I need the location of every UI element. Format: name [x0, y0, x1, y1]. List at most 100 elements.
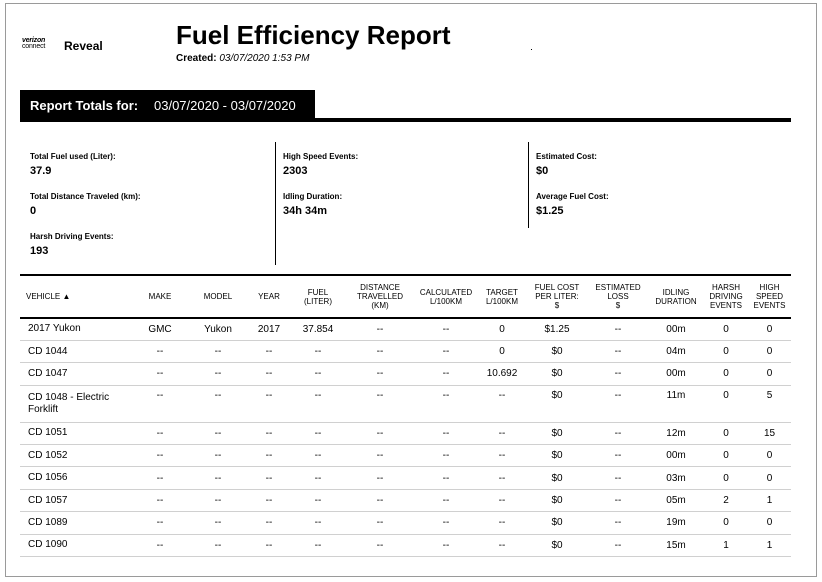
column-header-text: L/100KM: [429, 296, 463, 306]
column-header-text: FUEL COST: [534, 283, 580, 292]
cell-model: --: [188, 340, 248, 364]
cell-vehicle: CD 1056: [20, 466, 132, 490]
cell-distance: --: [346, 489, 414, 513]
cell-estimated-loss: --: [588, 511, 648, 535]
cell-estimated-loss: --: [588, 362, 648, 386]
stat-label: High Speed Events:: [283, 152, 359, 161]
cell-vehicle: 2017 Yukon: [20, 318, 132, 341]
cell-year: --: [248, 489, 290, 513]
column-header-text: PER LITER:: [535, 292, 579, 301]
cell-model: --: [188, 422, 248, 446]
column-header-text: DRIVING: [709, 292, 743, 301]
cell-idling: 00m: [648, 444, 704, 468]
table-row: CD 1090 -- -- -- -- -- -- -- $0 -- 15m 1 1: [20, 534, 791, 558]
cell-idling: 05m: [648, 489, 704, 513]
cell-distance: --: [346, 466, 414, 490]
cell-make: --: [132, 422, 188, 446]
cell-make: --: [132, 340, 188, 364]
stat-total-fuel: Total Fuel used (Liter): 37.9: [30, 152, 116, 177]
column-header-text: LOSS: [607, 292, 629, 301]
stat-average-fuel-cost: Average Fuel Cost: $1.25: [536, 192, 609, 217]
stat-value: $0: [536, 165, 549, 177]
cell-estimated-loss: --: [588, 444, 648, 468]
stat-value: 2303: [283, 165, 308, 177]
cell-year: --: [248, 340, 290, 364]
cell-calculated: --: [414, 318, 478, 341]
column-header-text: EVENTS: [753, 301, 786, 310]
cell-year: --: [248, 511, 290, 535]
cell-calculated: --: [414, 385, 478, 423]
cell-estimated-loss: --: [588, 385, 648, 423]
cell-make: --: [132, 534, 188, 558]
stat-estimated-cost: Estimated Cost: $0: [536, 152, 597, 177]
column-header-text: MAKE: [148, 292, 172, 301]
cell-idling: 12m: [648, 422, 704, 446]
cell-high-speed: 1: [748, 534, 791, 558]
cell-idling: 15m: [648, 534, 704, 558]
cell-fuel-cost: $0: [526, 534, 588, 558]
column-header-text: L/100KM: [485, 296, 519, 306]
cell-make: --: [132, 444, 188, 468]
column-header-distance: DISTANCE TRAVELLED (KM): [346, 274, 414, 319]
column-header-year: YEAR: [248, 274, 290, 319]
cell-harsh-driving: 0: [704, 385, 748, 423]
cell-model: --: [188, 489, 248, 513]
cell-vehicle: CD 1051: [20, 422, 132, 446]
cell-model: Yukon: [188, 318, 248, 341]
cell-fuel: 37.854: [290, 318, 346, 341]
stat-label: Total Distance Traveled (km):: [30, 192, 141, 201]
cell-estimated-loss: --: [588, 466, 648, 490]
column-header-model: MODEL: [188, 274, 248, 319]
column-header-vehicle[interactable]: VEHICLE ▲: [20, 274, 132, 319]
cell-high-speed: 0: [748, 444, 791, 468]
stat-label: Average Fuel Cost:: [536, 192, 609, 201]
cell-model: --: [188, 534, 248, 558]
stat-value: 193: [30, 245, 49, 257]
column-header-make: MAKE: [132, 274, 188, 319]
cell-fuel-cost: $0: [526, 340, 588, 364]
cell-high-speed: 0: [748, 318, 791, 341]
totals-date-range: 03/07/2020 - 03/07/2020: [154, 98, 296, 113]
cell-estimated-loss: --: [588, 318, 648, 341]
cell-calculated: --: [414, 422, 478, 446]
cell-target: 0: [478, 340, 526, 364]
cell-fuel-cost: $1.25: [526, 318, 588, 341]
cell-estimated-loss: --: [588, 489, 648, 513]
column-header-text: YEAR: [258, 292, 280, 301]
table-row: CD 1089 -- -- -- -- -- -- -- $0 -- 19m 0 0: [20, 511, 791, 535]
column-header-text: MODEL: [203, 292, 233, 301]
cell-high-speed: 1: [748, 489, 791, 513]
cell-make: --: [132, 362, 188, 386]
table-row: CD 1056 -- -- -- -- -- -- -- $0 -- 03m 0 0: [20, 466, 791, 490]
cell-vehicle: CD 1044: [20, 340, 132, 364]
cell-model: --: [188, 385, 248, 423]
cell-target: --: [478, 511, 526, 535]
column-header-text: SPEED: [755, 292, 784, 301]
column-header-calculated: CALCULATED L/100KM: [414, 274, 478, 319]
column-header-text: FUEL: [307, 287, 329, 297]
cell-estimated-loss: --: [588, 340, 648, 364]
cell-vehicle: CD 1052: [20, 444, 132, 468]
cell-year: --: [248, 362, 290, 386]
cell-estimated-loss: --: [588, 534, 648, 558]
cell-fuel-cost: $0: [526, 362, 588, 386]
column-header-estimated-loss: ESTIMATED LOSS $: [588, 274, 648, 319]
cell-fuel-cost: $0: [526, 489, 588, 513]
column-header-text: DURATION: [655, 296, 697, 306]
created-label: Created:: [176, 53, 217, 64]
column-header-text: HIGH: [759, 283, 780, 292]
cell-idling: 00m: [648, 362, 704, 386]
column-header-idling: IDLING DURATION: [648, 274, 704, 319]
cell-year: --: [248, 385, 290, 423]
cell-distance: --: [346, 340, 414, 364]
column-header-text: IDLING: [662, 287, 690, 297]
cell-distance: --: [346, 362, 414, 386]
column-header-high-speed: HIGH SPEED EVENTS: [748, 274, 791, 319]
cell-target: --: [478, 489, 526, 513]
cell-year: 2017: [248, 318, 290, 341]
cell-vehicle: CD 1048 - Electric Forklift: [20, 385, 132, 423]
table-header-row: VEHICLE ▲ MAKE MODEL YEAR FUEL (LITER) DISTANC…: [20, 274, 791, 319]
cell-distance: --: [346, 385, 414, 423]
cell-fuel-cost: $0: [526, 385, 588, 423]
cell-fuel: --: [290, 489, 346, 513]
